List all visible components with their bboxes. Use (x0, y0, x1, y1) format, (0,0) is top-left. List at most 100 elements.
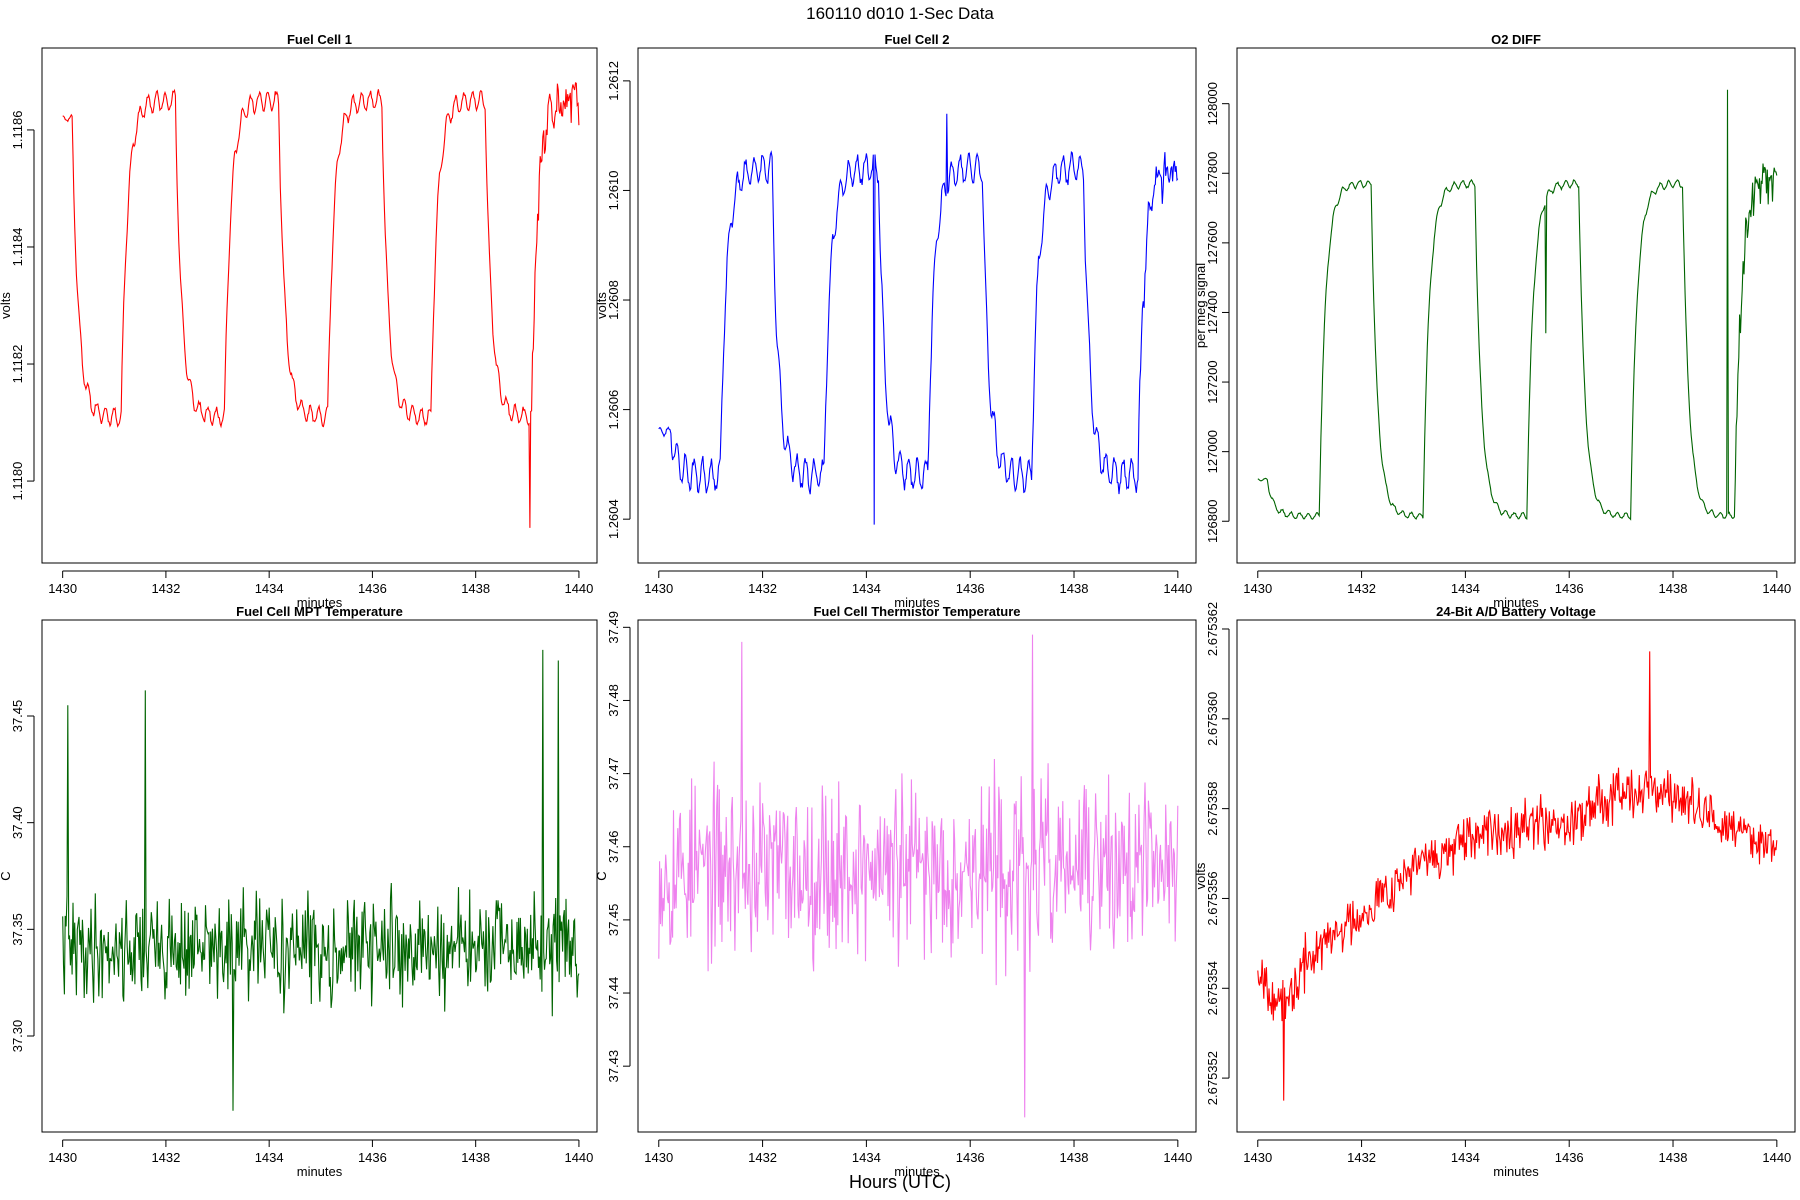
series-line (658, 634, 1179, 1118)
plot-frame (637, 619, 1197, 1133)
x-tick-label: 1438 (1060, 581, 1089, 596)
x-tick-label: 1436 (358, 1150, 387, 1165)
x-tick-label: 1430 (1243, 581, 1272, 596)
y-tick-label: 37.30 (10, 1020, 25, 1053)
x-tick-label: 1432 (151, 581, 180, 596)
y-tick-label: 1.1180 (10, 462, 25, 501)
x-tick-label: 1436 (956, 581, 985, 596)
y-tick-label: 127000 (1205, 430, 1220, 473)
plot-frame (637, 47, 1197, 564)
series-line (1257, 651, 1778, 1101)
y-tick-label: 127400 (1205, 291, 1220, 334)
y-axis-label: per meg signal (1193, 263, 1208, 348)
y-axis-label: volts (594, 292, 609, 319)
x-axis: 1430 1432 1434 1436 1438 1440 minutes (1243, 1139, 1791, 1179)
x-tick-label: 1432 (151, 1150, 180, 1165)
x-axis-label: minutes (1493, 595, 1539, 610)
y-tick-label: 127600 (1205, 221, 1220, 264)
y-axis: 37.43 37.44 37.45 37.46 37.47 37.48 37.49 C (594, 611, 631, 1083)
y-axis: 126800 127000 127200 127400 127600 127800 1280… (1193, 82, 1230, 543)
y-axis-label: volts (0, 292, 13, 319)
y-tick-label: 127800 (1205, 152, 1220, 195)
chart-panels: Fuel Cell 1 1430 1432 1434 1436 1438 1440 minut… (0, 32, 1796, 1179)
x-axis-label: minutes (1493, 1164, 1539, 1179)
y-tick-label: 2.675360 (1205, 692, 1220, 746)
y-tick-label: 37.45 (606, 904, 621, 937)
y-tick-label: 2.675352 (1205, 1051, 1220, 1105)
plot-frame (1236, 619, 1796, 1133)
y-tick-label: 37.47 (606, 757, 621, 790)
x-tick-label: 1440 (1762, 581, 1791, 596)
y-axis-label: C (594, 871, 609, 880)
y-tick-label: 37.43 (606, 1050, 621, 1083)
series-line (62, 82, 580, 528)
plot-frame (1236, 47, 1796, 564)
x-tick-label: 1434 (1451, 1150, 1480, 1165)
chart-title: Fuel Cell Thermistor Temperature (813, 604, 1020, 619)
series-line (62, 649, 580, 1111)
x-tick-label: 1430 (48, 581, 77, 596)
x-tick-label: 1438 (461, 581, 490, 596)
plot-frame (41, 47, 598, 564)
y-tick-label: 1.2610 (606, 171, 621, 211)
x-tick-label: 1440 (1163, 581, 1192, 596)
x-tick-label: 1440 (564, 581, 593, 596)
y-tick-label: 1.2608 (606, 280, 621, 320)
y-tick-label: 127200 (1205, 360, 1220, 403)
x-tick-label: 1436 (1555, 1150, 1584, 1165)
y-axis: 2.675352 2.675354 2.675356 2.675358 2.675360… (1193, 602, 1230, 1105)
x-tick-label: 1432 (748, 1150, 777, 1165)
series-line (658, 113, 1179, 525)
y-tick-label: 126800 (1205, 500, 1220, 543)
x-axis-label: minutes (297, 595, 343, 610)
y-axis: 1.1180 1.1182 1.1184 1.1186 volts (0, 111, 35, 501)
y-tick-label: 37.44 (606, 977, 621, 1010)
x-tick-label: 1438 (1060, 1150, 1089, 1165)
x-axis: 1430 1432 1434 1436 1438 1440 minutes (644, 570, 1192, 610)
x-tick-label: 1434 (852, 581, 881, 596)
y-tick-label: 2.675358 (1205, 782, 1220, 836)
x-tick-label: 1438 (1659, 1150, 1688, 1165)
y-tick-label: 1.2604 (606, 499, 621, 539)
y-tick-label: 1.1182 (10, 345, 25, 384)
x-axis: 1430 1432 1434 1436 1438 1440 minutes (1243, 570, 1791, 610)
y-tick-label: 1.2606 (606, 390, 621, 430)
x-tick-label: 1440 (564, 1150, 593, 1165)
chart-panel-3: O2 DIFF 1430 1432 1434 1436 1438 1440 minutes 12… (1193, 32, 1796, 610)
x-tick-label: 1438 (461, 1150, 490, 1165)
y-tick-label: 37.35 (10, 913, 25, 946)
hours-axis-label: Hours (UTC) (849, 1172, 951, 1192)
y-axis: 1.2604 1.2606 1.2608 1.2610 1.2612 volts (594, 61, 631, 539)
y-tick-label: 37.45 (10, 700, 25, 733)
y-axis-label: volts (1193, 862, 1208, 889)
x-axis-label: minutes (297, 1164, 343, 1179)
x-tick-label: 1432 (748, 581, 777, 596)
x-tick-label: 1434 (255, 581, 284, 596)
x-axis: 1430 1432 1434 1436 1438 1440 minutes (48, 1139, 593, 1179)
chart-title: 24-Bit A/D Battery Voltage (1436, 604, 1596, 619)
chart-title: Fuel Cell MPT Temperature (236, 604, 403, 619)
x-tick-label: 1430 (1243, 1150, 1272, 1165)
chart-title: Fuel Cell 1 (287, 32, 352, 47)
plot-frame (41, 619, 598, 1133)
x-tick-label: 1440 (1762, 1150, 1791, 1165)
y-axis: 37.30 37.35 37.40 37.45 C (0, 700, 35, 1053)
chart-panel-1: Fuel Cell 1 1430 1432 1434 1436 1438 1440 minut… (0, 32, 598, 610)
y-tick-label: 37.48 (606, 684, 621, 717)
y-tick-label: 2.675362 (1205, 602, 1220, 656)
x-tick-label: 1430 (644, 1150, 673, 1165)
y-tick-label: 37.49 (606, 611, 621, 644)
x-tick-label: 1440 (1163, 1150, 1192, 1165)
x-tick-label: 1436 (956, 1150, 985, 1165)
x-axis-label: minutes (894, 1164, 940, 1179)
y-axis-label: C (0, 871, 13, 880)
series-line (1257, 89, 1778, 521)
y-tick-label: 37.40 (10, 806, 25, 839)
x-axis: 1430 1432 1434 1436 1438 1440 minutes (48, 570, 593, 610)
y-tick-label: 37.46 (606, 830, 621, 863)
x-tick-label: 1430 (644, 581, 673, 596)
x-tick-label: 1432 (1347, 1150, 1376, 1165)
